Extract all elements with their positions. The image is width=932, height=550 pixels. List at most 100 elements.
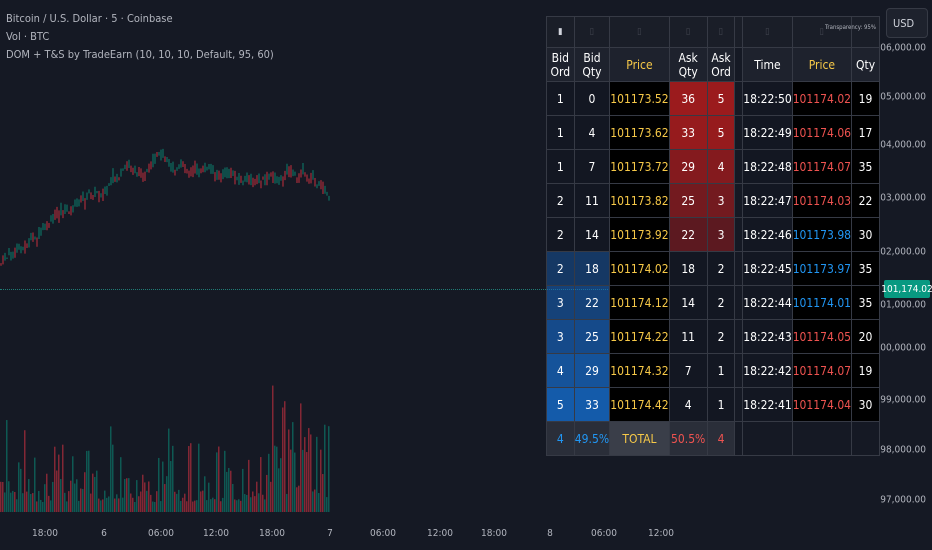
total-label: TOTAL — [609, 421, 670, 456]
dom-toolbar-row: ▮ ▯ ▯ ▯ ▯ ▯ ▯ — [546, 16, 880, 48]
time-axis-label: 6 — [101, 528, 107, 539]
transparency-label: Transparency: 95% — [825, 24, 876, 31]
dom-row: 1 7 101173.72 29 4 18:22:48 101174.07 35 — [546, 149, 880, 184]
time-cell: 18:22:44 — [742, 285, 793, 320]
price-axis[interactable]: 106,000.00 105,000.00 104,000.00 103,000.00… — [875, 40, 932, 520]
ask-qty-cell: 36 — [668, 81, 708, 116]
ts-qty-cell: 22 — [851, 183, 880, 218]
marker-cell: ▯ — [668, 16, 708, 48]
ask-qty-cell: 33 — [668, 115, 708, 150]
price-cell: 101173.82 — [609, 183, 670, 218]
time-axis-label: 12:00 — [427, 528, 453, 539]
time-axis-label: 12:00 — [203, 528, 229, 539]
chart-legend: Bitcoin / U.S. Dollar · 5 · Coinbase Vol… — [6, 10, 274, 64]
dom-header-row: Bid Ord Bid Qty Price Ask Qty Ask Ord Ti… — [546, 47, 880, 82]
time-axis-label: 18:00 — [32, 528, 58, 539]
time-cell: 18:22:47 — [742, 183, 793, 218]
ask-ord-cell: 2 — [706, 319, 736, 354]
ts-qty-cell: 20 — [851, 319, 880, 354]
price-cell: 101173.52 — [609, 81, 670, 116]
ts-qty-cell: 30 — [851, 217, 880, 252]
bid-qty-cell: 14 — [573, 217, 611, 252]
ask-ord-cell: 3 — [706, 217, 736, 252]
price-cell: 101173.62 — [609, 115, 670, 150]
volume-legend[interactable]: Vol · BTC — [6, 30, 50, 43]
ask-qty-cell: 4 — [668, 387, 708, 422]
price-cell: 101174.12 — [609, 285, 670, 320]
bid-qty-cell: 0 — [573, 81, 611, 116]
ask-ord-cell: 3 — [706, 183, 736, 218]
bid-ord-cell: 2 — [546, 217, 575, 252]
price-axis-label: 102,000.00 — [874, 246, 927, 258]
ts-qty-cell: 35 — [851, 149, 880, 184]
price-axis-label: 98,000.00 — [880, 444, 926, 456]
gap-cell — [734, 421, 744, 456]
ts-price-header: Price — [791, 47, 853, 82]
ask-ord-cell: 5 — [706, 115, 736, 150]
bid-ord-cell: 1 — [546, 81, 575, 116]
chart-area[interactable]: Bitcoin / U.S. Dollar · 5 · Coinbase Vol… — [0, 0, 880, 520]
time-cell: 18:22:48 — [742, 149, 793, 184]
time-cell: 18:22:42 — [742, 353, 793, 388]
empty-cell — [851, 421, 880, 456]
bid-ord-cell: 2 — [546, 183, 575, 218]
dom-row: 1 0 101173.52 36 5 18:22:50 101174.02 19 — [546, 81, 880, 116]
gap-cell — [734, 353, 744, 388]
bid-qty-cell: 18 — [573, 251, 611, 286]
price-axis-label: 103,000.00 — [874, 192, 927, 204]
ask-qty-cell: 14 — [668, 285, 708, 320]
total-ask-pct: 50.5% — [668, 421, 708, 456]
marker-cell: ▯ — [573, 16, 611, 48]
bid-ord-header: Bid Ord — [546, 47, 575, 82]
ts-price-cell: 101174.07 — [791, 149, 853, 184]
bid-ord-cell: 4 — [546, 353, 575, 388]
ask-qty-cell: 29 — [668, 149, 708, 184]
bid-qty-cell: 33 — [573, 387, 611, 422]
dom-row: 3 22 101174.12 14 2 18:22:44 101174.01 35 — [546, 285, 880, 320]
time-header: Time — [742, 47, 793, 82]
gap-cell — [734, 16, 744, 48]
marker-cell: ▯ — [706, 16, 736, 48]
marker-cell: ▯ — [742, 16, 793, 48]
time-cell: 18:22:41 — [742, 387, 793, 422]
qty-header: Qty — [851, 47, 880, 82]
ask-qty-cell: 18 — [668, 251, 708, 286]
ask-ord-cell: 1 — [706, 387, 736, 422]
price-axis-label: 100,000.00 — [874, 342, 927, 354]
ts-price-cell: 101174.04 — [791, 387, 853, 422]
gap-cell — [734, 387, 744, 422]
indicator-legend[interactable]: DOM + T&S by TradeEarn (10, 10, 10, Defa… — [6, 48, 274, 61]
time-axis-label: 06:00 — [148, 528, 174, 539]
gap-cell — [734, 47, 744, 82]
ts-price-cell: 101174.01 — [791, 285, 853, 320]
gap-cell — [734, 149, 744, 184]
bid-qty-cell: 25 — [573, 319, 611, 354]
marker-cell — [851, 16, 880, 48]
total-bid-ord: 4 — [546, 421, 575, 456]
price-cell: 101173.92 — [609, 217, 670, 252]
time-cell: 18:22:43 — [742, 319, 793, 354]
gap-cell — [734, 183, 744, 218]
price-cell: 101174.32 — [609, 353, 670, 388]
time-cell: 18:22:50 — [742, 81, 793, 116]
symbol-title[interactable]: Bitcoin / U.S. Dollar · 5 · Coinbase — [6, 12, 173, 25]
time-cell: 18:22:45 — [742, 251, 793, 286]
bid-qty-cell: 11 — [573, 183, 611, 218]
last-price-line — [0, 289, 880, 290]
dom-row: 2 14 101173.92 22 3 18:22:46 101173.98 30 — [546, 217, 880, 252]
bid-ord-cell: 2 — [546, 251, 575, 286]
price-axis-label: 99,000.00 — [880, 394, 926, 406]
marker-cell: ▯ — [609, 16, 670, 48]
time-axis[interactable]: 18:00 6 06:00 12:00 18:00 7 06:00 12:00 18:00 8 06… — [0, 520, 880, 550]
bid-ord-cell: 1 — [546, 115, 575, 150]
price-header: Price — [609, 47, 670, 82]
ask-qty-cell: 22 — [668, 217, 708, 252]
price-cell: 101173.72 — [609, 149, 670, 184]
ts-price-cell: 101174.06 — [791, 115, 853, 150]
currency-button[interactable]: USD — [886, 8, 928, 38]
dom-panel: ▮ ▯ ▯ ▯ ▯ ▯ ▯ Bid Ord Bid Qty Price Ask … — [546, 16, 880, 456]
dom-row: 2 18 101174.02 18 2 18:22:45 101173.97 35 — [546, 251, 880, 286]
time-axis-label: 18:00 — [481, 528, 507, 539]
time-cell: 18:22:49 — [742, 115, 793, 150]
ask-ord-header: Ask Ord — [706, 47, 736, 82]
